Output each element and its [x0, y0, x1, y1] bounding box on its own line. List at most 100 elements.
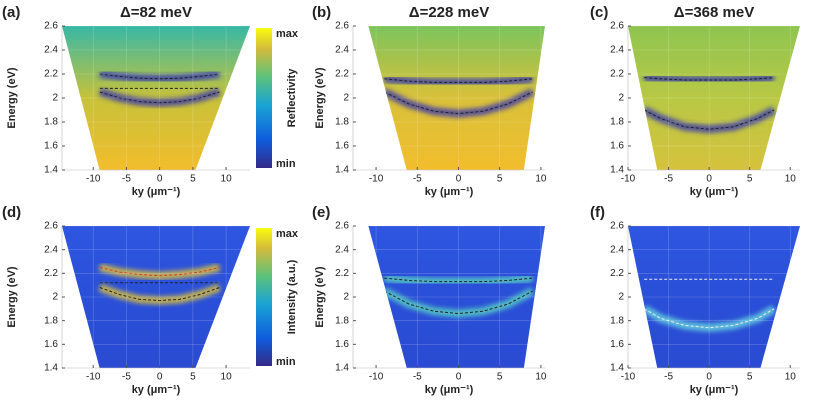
dispersion-line	[384, 290, 533, 315]
band-glow	[642, 106, 776, 134]
x-tick-label: -5	[413, 174, 422, 185]
colorbar-max: max	[276, 28, 299, 40]
dispersion-line	[99, 287, 220, 302]
x-tick-label: 10	[785, 372, 797, 383]
x-tick-label: 0	[706, 174, 712, 185]
y-tick-label: 2.2	[44, 69, 58, 80]
x-tick-label: 0	[157, 174, 163, 185]
y-tick-label: 1.4	[610, 165, 624, 176]
y-tick-label: 1.4	[335, 363, 349, 374]
x-tick-label: 5	[747, 372, 753, 383]
y-tick-label: 2	[618, 93, 624, 104]
y-tick-label: 2.2	[335, 268, 349, 279]
y-tick-label: 2.2	[335, 69, 349, 80]
panel-title: Δ=82 meV	[120, 4, 192, 21]
panel-title: Δ=368 meV	[674, 4, 754, 21]
y-tick-label: 2	[52, 292, 58, 303]
x-tick-label: -10	[369, 174, 384, 185]
x-tick-label: 0	[157, 372, 163, 383]
y-tick-label: 2	[52, 93, 58, 104]
y-tick-label: 2.6	[610, 221, 624, 232]
y-tick-label: 1.8	[335, 315, 349, 326]
colorbar-min: min	[276, 158, 296, 170]
y-tick-label: 2	[343, 93, 349, 104]
dispersion-line	[384, 91, 533, 115]
x-axis-label: ky (μm⁻¹)	[425, 186, 474, 198]
panel-label: (b)	[312, 4, 331, 21]
x-tick-label: 5	[497, 372, 503, 383]
y-tick-label: 1.4	[44, 363, 58, 374]
x-tick-label: -10	[86, 174, 101, 185]
x-tick-label: -5	[664, 372, 673, 383]
y-tick-label: 2.4	[44, 244, 58, 255]
y-tick-label: 2.4	[44, 45, 58, 56]
y-tick-label: 2.2	[44, 268, 58, 279]
x-axis-label: ky (μm⁻¹)	[690, 186, 739, 198]
x-tick-label: 5	[190, 372, 196, 383]
x-tick-label: 0	[456, 174, 462, 185]
y-tick-label: 1.4	[610, 363, 624, 374]
x-tick-label: 0	[706, 372, 712, 383]
y-tick-label: 2.6	[44, 21, 58, 32]
x-tick-label: 5	[497, 174, 503, 185]
y-tick-label: 2.4	[610, 244, 624, 255]
colorbar-label: Intensity (a.u.)	[286, 259, 298, 334]
panel-label: (d)	[2, 204, 21, 221]
y-tick-label: 1.6	[44, 141, 58, 152]
y-tick-label: 2.4	[610, 45, 624, 56]
y-tick-label: 1.4	[44, 165, 58, 176]
panel-title: Δ=228 meV	[409, 4, 489, 21]
y-tick-label: 1.8	[44, 117, 58, 128]
y-tick-label: 1.8	[335, 117, 349, 128]
band-glow	[383, 74, 534, 87]
x-tick-label: 5	[190, 174, 196, 185]
y-tick-label: 2.4	[335, 45, 349, 56]
y-tick-label: 1.6	[610, 141, 624, 152]
y-tick-label: 2	[343, 292, 349, 303]
y-tick-label: 1.6	[610, 339, 624, 350]
y-tick-label: 2.6	[335, 221, 349, 232]
y-tick-label: 1.6	[44, 339, 58, 350]
x-tick-label: -5	[122, 372, 131, 383]
band-glow	[383, 274, 534, 286]
y-tick-label: 2.6	[610, 21, 624, 32]
x-tick-label: 10	[221, 174, 233, 185]
colorbar	[256, 28, 272, 168]
x-tick-label: 10	[535, 372, 547, 383]
x-tick-label: 10	[785, 174, 797, 185]
colorbar-max: max	[276, 228, 299, 240]
x-tick-label: -5	[664, 174, 673, 185]
y-tick-label: 2.2	[610, 69, 624, 80]
x-tick-label: -10	[621, 372, 636, 383]
y-tick-label: 1.8	[610, 315, 624, 326]
x-tick-label: -10	[369, 372, 384, 383]
heatmap-image	[62, 226, 250, 368]
panel-label: (a)	[2, 4, 20, 21]
band-glow	[642, 305, 777, 332]
y-tick-label: 2	[618, 292, 624, 303]
y-axis-label: Energy (eV)	[6, 67, 18, 128]
x-tick-label: -10	[621, 174, 636, 185]
y-axis-label: Energy (eV)	[314, 266, 326, 327]
colorbar	[256, 228, 272, 366]
x-tick-label: -10	[86, 372, 101, 383]
y-tick-label: 2.6	[335, 21, 349, 32]
y-tick-label: 1.4	[335, 165, 349, 176]
dispersion-line	[99, 73, 220, 80]
x-axis-label: ky (μm⁻¹)	[132, 384, 181, 396]
y-tick-label: 1.6	[335, 141, 349, 152]
x-tick-label: 10	[535, 174, 547, 185]
y-tick-label: 2.6	[44, 221, 58, 232]
heatmap-image	[62, 26, 250, 170]
y-tick-label: 1.8	[44, 315, 58, 326]
y-tick-label: 2.2	[610, 268, 624, 279]
x-tick-label: -5	[413, 372, 422, 383]
panel-label: (f)	[590, 204, 605, 221]
x-tick-label: 0	[456, 372, 462, 383]
y-axis-label: Energy (eV)	[314, 67, 326, 128]
panel-label: (c)	[590, 4, 608, 21]
dispersion-line	[99, 266, 220, 277]
x-tick-label: -5	[122, 174, 131, 185]
x-axis-label: ky (μm⁻¹)	[132, 186, 181, 198]
